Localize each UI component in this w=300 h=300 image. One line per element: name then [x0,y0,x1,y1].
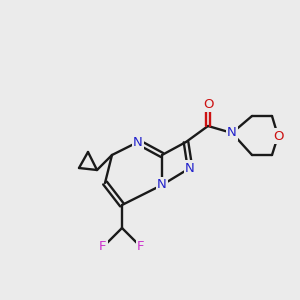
Text: N: N [185,161,195,175]
Text: N: N [133,136,143,148]
Text: O: O [273,130,283,142]
Text: O: O [203,98,213,110]
Text: N: N [227,127,237,140]
Text: F: F [99,241,107,254]
Text: F: F [137,241,145,254]
Text: N: N [157,178,167,191]
